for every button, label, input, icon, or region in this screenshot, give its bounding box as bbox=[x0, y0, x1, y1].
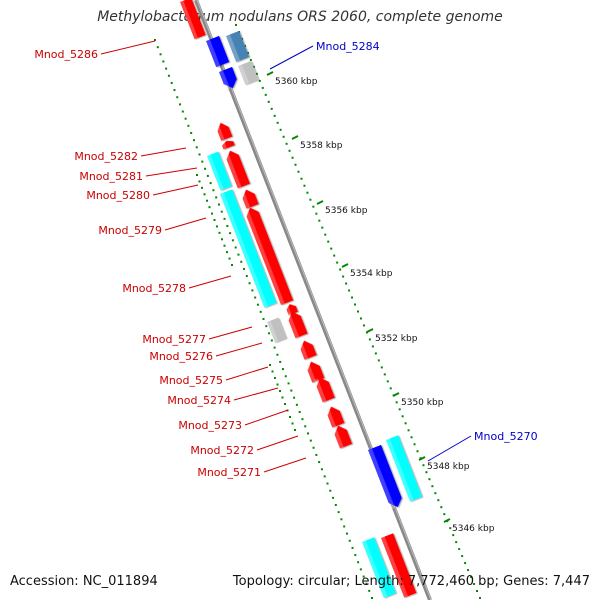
gene-leader-line bbox=[269, 45, 314, 70]
gene-label[interactable]: Mnod_5272 bbox=[190, 444, 254, 457]
feature-mnod-5275 bbox=[305, 361, 325, 383]
feature-reverse-c bbox=[368, 444, 402, 510]
tick-mark bbox=[266, 71, 274, 76]
accession-text: Accession: NC_011894 bbox=[10, 574, 158, 589]
gene-label[interactable]: Mnod_5278 bbox=[122, 282, 186, 295]
gene-label[interactable]: Mnod_5274 bbox=[167, 394, 231, 407]
gene-label[interactable]: Mnod_5286 bbox=[34, 48, 98, 61]
tick-label: 5356 kbp bbox=[325, 206, 368, 216]
genome-backbone bbox=[194, 0, 432, 600]
genome-backbone-highlight bbox=[196, 0, 432, 600]
gene-leader-line bbox=[145, 167, 198, 177]
gene-leader-line bbox=[244, 409, 289, 426]
feature-reverse-b bbox=[219, 66, 237, 91]
inner-dense-dots-b bbox=[269, 364, 296, 431]
tick-mark bbox=[291, 135, 299, 140]
gene-leader-line bbox=[427, 435, 472, 462]
gene-label[interactable]: Mnod_5275 bbox=[159, 374, 223, 387]
tick-label: 5350 kbp bbox=[401, 398, 444, 408]
gene-leader-line bbox=[164, 217, 207, 231]
feature-mnod-5276 bbox=[298, 340, 317, 360]
feature-mnod-5284 bbox=[226, 30, 250, 63]
gene-label[interactable]: Mnod_5276 bbox=[149, 350, 213, 363]
gene-label[interactable]: Mnod_5277 bbox=[142, 333, 206, 346]
gene-leader-line bbox=[140, 147, 187, 157]
feature-mnod-5270 bbox=[386, 435, 423, 502]
tick-mark bbox=[418, 456, 426, 461]
feature-red-b bbox=[221, 140, 235, 150]
feature-gray-a bbox=[238, 60, 259, 85]
feature-mnod-5278 bbox=[220, 189, 277, 308]
gene-leader-line bbox=[256, 435, 299, 451]
gene-leader-line bbox=[263, 457, 307, 473]
tick-mark bbox=[366, 328, 374, 333]
tick-mark bbox=[341, 263, 349, 268]
feature-mnod-5274 bbox=[314, 377, 335, 403]
feature-mnod-5282 bbox=[224, 150, 250, 189]
gene-label[interactable]: Mnod_5280 bbox=[86, 189, 150, 202]
gene-label[interactable]: Mnod_5271 bbox=[197, 466, 261, 479]
gene-label[interactable]: Mnod_5273 bbox=[178, 419, 242, 432]
gene-label[interactable]: Mnod_5281 bbox=[79, 170, 143, 183]
feature-red-c bbox=[285, 304, 298, 316]
gene-leader-line bbox=[100, 40, 156, 55]
outer-dotted-track bbox=[235, 24, 481, 599]
tick-label: 5358 kbp bbox=[300, 141, 343, 151]
genome-summary: Topology: circular; Length: 7,772,460 bp… bbox=[232, 574, 590, 589]
gene-label[interactable]: Mnod_5270 bbox=[474, 430, 538, 443]
feature-gray-b bbox=[267, 317, 287, 343]
tick-label: 5348 kbp bbox=[427, 462, 470, 472]
gene-leader-line bbox=[215, 342, 263, 357]
tick-mark bbox=[443, 518, 451, 523]
gene-leader-line bbox=[225, 366, 269, 381]
tick-label: 5346 kbp bbox=[452, 524, 495, 534]
feature-mnod-5281 bbox=[207, 151, 232, 191]
inner-dense-dots-a bbox=[196, 174, 233, 266]
feature-mnod-5286 bbox=[180, 0, 206, 40]
tick-label: 5354 kbp bbox=[350, 269, 393, 279]
inner-dotted-track bbox=[154, 39, 373, 599]
feature-mnod-5277 bbox=[286, 311, 308, 339]
tick-mark bbox=[392, 392, 400, 397]
gene-label[interactable]: Mnod_5284 bbox=[316, 40, 380, 53]
feature-mnod-5279 bbox=[244, 207, 294, 306]
feature-cyan-bottom bbox=[362, 537, 396, 598]
feature-red-a bbox=[215, 122, 233, 141]
gene-label[interactable]: Mnod_5279 bbox=[98, 224, 162, 237]
gene-leader-line bbox=[188, 275, 232, 289]
tick-mark bbox=[316, 200, 324, 205]
gene-leader-line bbox=[152, 184, 199, 196]
feature-mnod-5273 bbox=[325, 406, 345, 428]
gene-leader-line bbox=[208, 326, 253, 340]
feature-mnod-5280 bbox=[240, 189, 259, 209]
tick-label: 5360 kbp bbox=[275, 77, 318, 87]
gene-leader-line bbox=[233, 387, 279, 401]
feature-red-bottom bbox=[381, 533, 417, 598]
gene-label[interactable]: Mnod_5282 bbox=[74, 150, 138, 163]
feature-mnod-5272 bbox=[332, 425, 353, 449]
tick-label: 5352 kbp bbox=[375, 334, 418, 344]
feature-reverse-a bbox=[206, 35, 230, 68]
